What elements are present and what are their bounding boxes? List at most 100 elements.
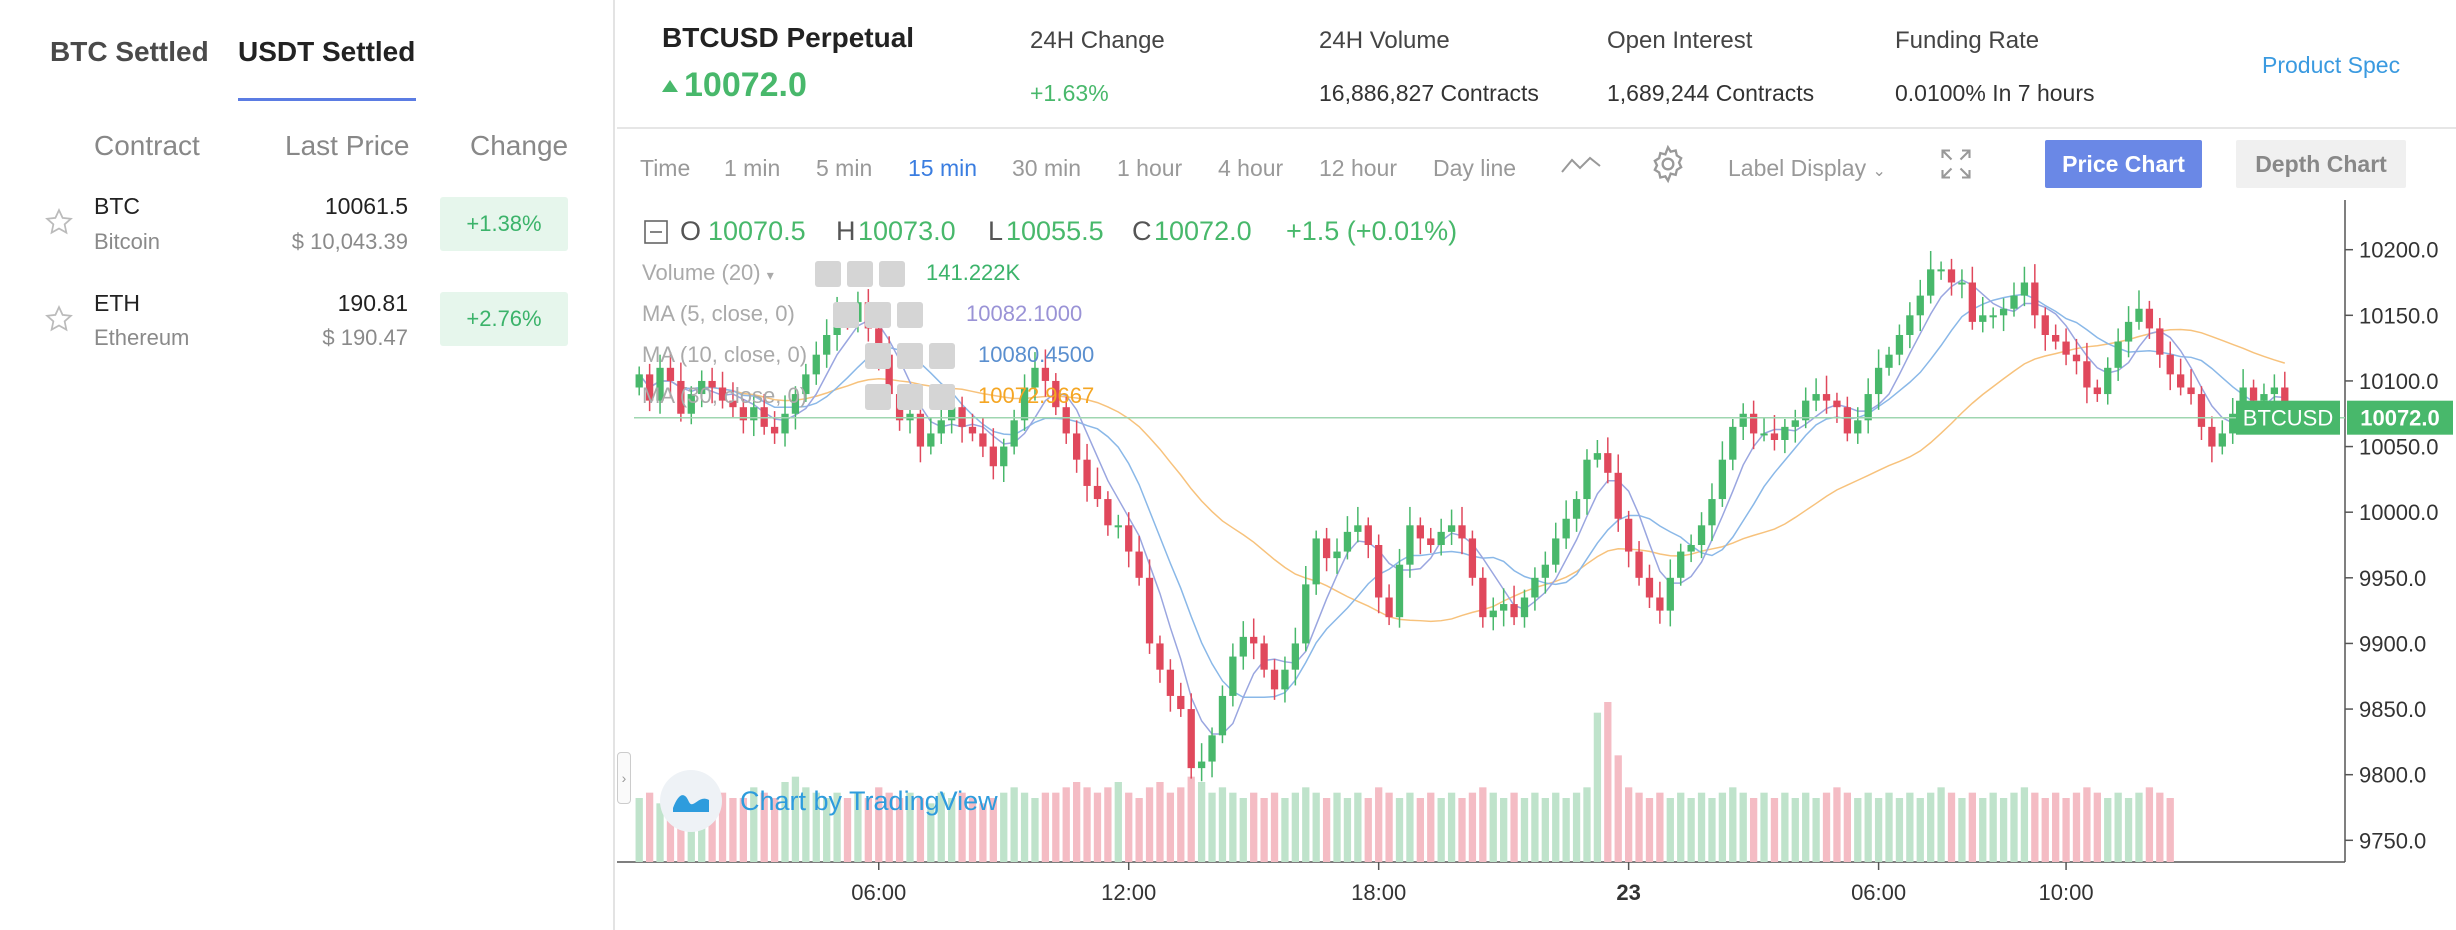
candle-body (1000, 446, 1008, 467)
candle-body (1531, 577, 1539, 598)
volume-bar (1354, 792, 1362, 862)
close-icon[interactable] (897, 302, 923, 328)
candle-body (1270, 669, 1279, 690)
volume-bar (1250, 792, 1258, 862)
price-chart-button[interactable]: Price Chart (2045, 140, 2202, 188)
price-tick-label: 10000.0 (2359, 500, 2439, 525)
price-tick-label: 9750.0 (2359, 828, 2426, 853)
volume-bar (635, 798, 643, 862)
candle-body (1656, 597, 1664, 611)
column-header-change[interactable]: Change (470, 130, 569, 161)
candle-body (1500, 604, 1508, 611)
candle-body (948, 407, 956, 421)
star-icon[interactable] (44, 304, 74, 334)
candle-body (1427, 538, 1435, 545)
volume-bar (1916, 798, 1924, 862)
settings-gear-icon[interactable] (1648, 144, 1688, 184)
volume-bar (1729, 787, 1737, 862)
settings-icon[interactable] (865, 302, 891, 328)
candle-body (2166, 354, 2174, 375)
close-icon[interactable] (929, 343, 955, 369)
interval-time[interactable]: Time (640, 155, 691, 181)
visibility-icon[interactable] (833, 302, 859, 328)
candle-body (1937, 269, 1945, 272)
candle-body (2208, 426, 2216, 447)
indicator-ma30-label[interactable]: MA (30, close, 0) (642, 383, 808, 408)
volume-bar (1062, 787, 1070, 862)
collapse-legend-icon[interactable] (644, 220, 668, 244)
close-icon[interactable] (879, 261, 905, 287)
last-price-tag-label: 10072.0 (2360, 406, 2440, 431)
candle-body (1250, 636, 1258, 644)
panel-collapse-handle[interactable]: › (617, 752, 631, 804)
chevron-down-icon: ▾ (766, 267, 774, 283)
price-tick-label: 10150.0 (2359, 303, 2439, 328)
last-price: 10061.5 (324, 193, 408, 219)
indicator-volume-label[interactable]: Volume (20) ▾ (642, 260, 774, 286)
column-header-last-price[interactable]: Last Price (285, 130, 410, 161)
candle-body (1208, 735, 1216, 762)
settings-icon[interactable] (847, 261, 873, 287)
visibility-icon[interactable] (865, 384, 891, 410)
volume-bar (1812, 798, 1820, 862)
volume-bar (1624, 787, 1633, 862)
volume-bar (750, 787, 758, 862)
volume-bar (1687, 798, 1695, 862)
candle-body (1083, 459, 1091, 486)
tradingview-attribution[interactable]: Chart by TradingView (660, 770, 998, 832)
volume-bar (1416, 798, 1424, 862)
product-spec-link[interactable]: Product Spec (2262, 52, 2401, 78)
interval-12hour[interactable]: 12 hour (1319, 155, 1398, 181)
volume-bar (1333, 792, 1341, 862)
interval-5min[interactable]: 5 min (816, 155, 873, 181)
candle-body (645, 374, 654, 401)
candle-body (677, 380, 685, 414)
stat-value-funding-rate: 0.0100% In 7 hours (1895, 80, 2095, 106)
interval-30min[interactable]: 30 min (1012, 155, 1082, 181)
tab-btc-settled[interactable]: BTC Settled (50, 36, 209, 67)
volume-bar (2166, 798, 2174, 862)
time-tick-label: 23 (1616, 880, 1640, 905)
last-price: 190.81 (337, 290, 408, 316)
candle-body (1968, 282, 1976, 322)
settings-icon[interactable] (897, 384, 923, 410)
volume-bar (2020, 787, 2029, 862)
settings-icon[interactable] (897, 343, 923, 369)
indicator-ma5-label[interactable]: MA (5, close, 0) (642, 301, 795, 326)
interval-1min[interactable]: 1 min (724, 155, 781, 181)
visibility-icon[interactable] (865, 343, 891, 369)
depth-chart-button[interactable]: Depth Chart (2236, 140, 2406, 188)
candle-body (802, 374, 810, 395)
interval-1hour[interactable]: 1 hour (1117, 155, 1183, 181)
volume-bar (1031, 798, 1039, 862)
line-chart-icon[interactable] (1560, 150, 1602, 180)
indicator-ma10-label[interactable]: MA (10, close, 0) (642, 342, 808, 367)
volume-bar (1572, 792, 1581, 862)
candle-body (1375, 545, 1383, 598)
tab-usdt-settled[interactable]: USDT Settled (238, 36, 416, 67)
column-header-contract[interactable]: Contract (94, 130, 200, 161)
candle-body (1281, 669, 1289, 690)
label-display-dropdown[interactable]: Label Display ⌄ (1728, 155, 1886, 182)
volume-bar (1093, 792, 1102, 862)
candle-body (1843, 407, 1852, 434)
star-icon[interactable] (44, 207, 74, 237)
candle-body (916, 413, 925, 447)
volume-bar (1322, 798, 1331, 862)
last-price-value: 10072.0 (684, 66, 807, 104)
candle-body (1020, 387, 1029, 421)
fullscreen-icon[interactable] (1938, 146, 1974, 182)
volume-bar (1260, 798, 1268, 862)
candle-body (1572, 499, 1581, 519)
volume-bar (1781, 792, 1789, 862)
volume-bar (1583, 787, 1591, 862)
interval-day-line[interactable]: Day line (1433, 155, 1517, 181)
stat-label-open-interest: Open Interest (1607, 27, 1753, 54)
volume-bar (1072, 782, 1081, 862)
candle-body (2010, 295, 2018, 309)
interval-4hour[interactable]: 4 hour (1218, 155, 1284, 181)
interval-15min[interactable]: 15 min (908, 155, 978, 181)
close-icon[interactable] (929, 384, 955, 410)
visibility-icon[interactable] (815, 261, 841, 287)
